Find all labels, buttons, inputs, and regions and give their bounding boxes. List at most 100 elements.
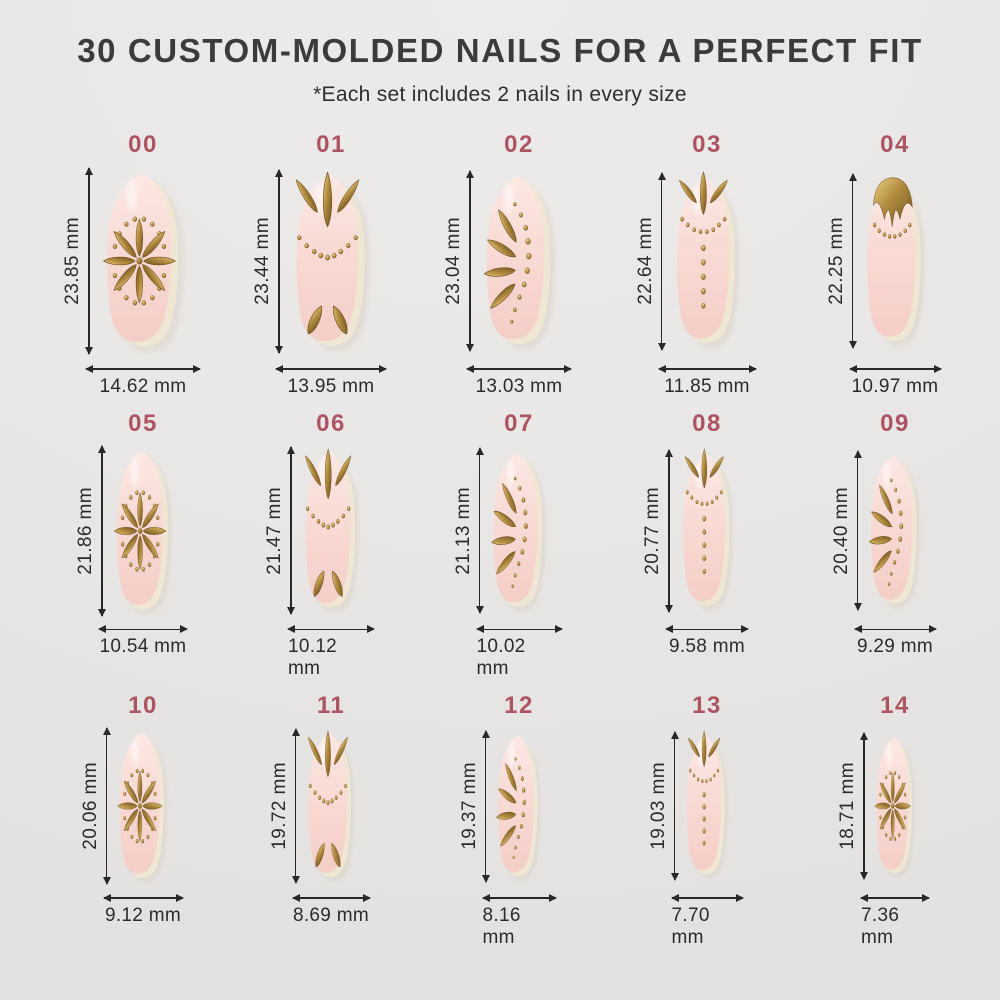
width-arrow <box>658 368 756 370</box>
size-cell-08: 08 20.77 mm 9.58 mm <box>594 410 782 681</box>
width-arrow <box>482 897 556 899</box>
height-measure: 21.47 mm <box>262 447 292 615</box>
height-measure: 22.64 mm <box>633 172 663 350</box>
height-arrow <box>478 448 481 614</box>
size-cell-14: 14 18.71 mm 7.36 mm <box>782 692 970 949</box>
width-arrow <box>86 368 200 370</box>
nail-illustration <box>477 171 559 351</box>
size-row-1: 00 23.85 mm 14.62 mm 01 23.44 mm <box>0 131 1000 398</box>
nail-illustration <box>302 729 357 883</box>
nail-illustration <box>859 174 928 348</box>
height-measure: 23.85 mm <box>60 168 90 354</box>
size-number: 04 <box>880 131 910 158</box>
width-measure: 14.62 mm <box>86 368 200 398</box>
width-measure: 8.69 mm <box>292 897 370 927</box>
size-number: 00 <box>128 131 158 158</box>
size-cell-10: 10 20.06 mm 9.12 mm <box>30 692 218 949</box>
height-value: 22.64 mm <box>634 217 656 305</box>
height-measure: 23.44 mm <box>250 169 280 353</box>
header: 30 CUSTOM-MOLDED NAILS FOR A PERFECT FIT… <box>0 0 1000 107</box>
nail-illustration <box>492 731 543 882</box>
height-value: 19.37 mm <box>458 762 480 851</box>
height-arrow <box>294 729 297 884</box>
size-cell-06: 06 21.47 mm 10.12 mm <box>218 410 406 681</box>
nail-illustration <box>668 173 743 350</box>
size-number: 01 <box>316 131 346 158</box>
width-arrow <box>666 628 748 631</box>
height-arrow <box>660 172 663 350</box>
width-arrow <box>99 628 187 631</box>
height-value: 23.85 mm <box>62 217 84 305</box>
size-cell-05: 05 21.86 mm 10.54 mm <box>30 410 218 681</box>
size-cell-04: 04 22.25 mm 10.97 mm <box>782 131 970 398</box>
height-measure: 20.77 mm <box>640 449 670 612</box>
nail-illustration <box>486 448 549 613</box>
height-measure: 22.25 mm <box>824 174 854 348</box>
width-value: 8.16 mm <box>482 904 521 948</box>
height-measure: 21.13 mm <box>451 448 481 614</box>
height-value: 20.40 mm <box>830 486 852 575</box>
width-measure: 9.58 mm <box>666 628 748 659</box>
width-arrow <box>103 897 183 899</box>
height-measure: 19.37 mm <box>457 730 487 882</box>
width-measure: 11.85 mm <box>658 368 756 398</box>
height-value: 20.06 mm <box>79 762 101 851</box>
height-measure: 20.06 mm <box>78 728 108 885</box>
height-arrow <box>863 733 865 880</box>
width-measure: 13.95 mm <box>276 368 386 398</box>
width-measure: 10.02 mm <box>476 628 562 681</box>
width-measure: 10.97 mm <box>849 368 941 398</box>
size-cell-03: 03 22.64 mm 11.85 mm <box>594 131 782 398</box>
nail-illustration <box>676 450 736 612</box>
height-value: 21.13 mm <box>452 486 474 575</box>
width-value: 10.02 mm <box>476 636 526 680</box>
height-measure: 21.86 mm <box>73 445 103 616</box>
height-measure: 19.03 mm <box>646 732 676 881</box>
width-value: 10.12 mm <box>288 636 338 680</box>
height-arrow <box>101 445 103 616</box>
size-row-2: 05 21.86 mm 10.54 mm 06 21.47 mm <box>0 410 1000 681</box>
height-measure: 18.71 mm <box>835 733 865 880</box>
width-arrow <box>854 628 936 631</box>
size-number: 05 <box>128 409 158 437</box>
page-title: 30 CUSTOM-MOLDED NAILS FOR A PERFECT FIT <box>77 32 923 69</box>
width-value: 7.70 mm <box>671 904 710 948</box>
size-number: 14 <box>880 692 910 720</box>
height-arrow <box>673 732 676 881</box>
size-cell-01: 01 23.44 mm 13.95 mm <box>218 131 406 398</box>
size-number: 06 <box>316 409 346 437</box>
height-value: 21.86 mm <box>75 486 97 575</box>
width-arrow <box>476 628 562 631</box>
height-value: 18.71 mm <box>837 762 859 851</box>
size-number: 08 <box>692 409 722 437</box>
nail-illustration <box>871 733 917 879</box>
size-row-3: 10 20.06 mm 9.12 mm 11 19.72 mm <box>0 692 1000 949</box>
size-number: 02 <box>504 131 534 158</box>
height-arrow <box>856 451 859 611</box>
width-value: 9.29 mm <box>856 636 933 658</box>
width-value: 10.54 mm <box>99 636 187 658</box>
width-value: 14.62 mm <box>99 375 187 397</box>
width-arrow <box>276 368 386 370</box>
height-value: 20.77 mm <box>642 486 664 575</box>
height-measure: 19.72 mm <box>267 729 297 884</box>
width-arrow <box>467 368 571 370</box>
size-cell-00: 00 23.85 mm 14.62 mm <box>30 131 218 398</box>
size-number: 09 <box>880 409 910 437</box>
width-value: 13.03 mm <box>475 375 563 397</box>
width-measure: 8.16 mm <box>482 897 556 949</box>
size-number: 11 <box>316 692 346 720</box>
width-value: 9.58 mm <box>668 636 745 658</box>
size-number: 12 <box>504 692 534 720</box>
width-arrow <box>292 897 370 899</box>
width-arrow <box>849 368 941 370</box>
height-arrow <box>105 728 108 885</box>
size-number: 10 <box>128 692 158 720</box>
size-number: 03 <box>692 131 722 158</box>
nail-illustration <box>298 447 362 614</box>
size-cell-12: 12 19.37 mm 8.16 mm <box>406 692 594 949</box>
nail-illustration <box>96 168 188 354</box>
width-value: 7.36 mm <box>861 904 900 948</box>
size-number: 13 <box>692 692 722 720</box>
width-measure: 10.54 mm <box>99 628 187 659</box>
